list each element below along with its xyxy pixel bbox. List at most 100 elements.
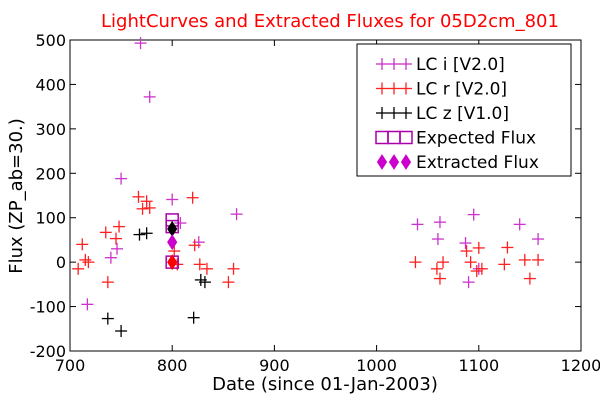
data-point	[101, 276, 114, 289]
data-point	[470, 265, 483, 278]
legend-label: LC r [V2.0]	[416, 80, 507, 100]
legend-marker	[388, 82, 400, 95]
data-point	[411, 218, 424, 231]
y-tick-label: 300	[35, 120, 66, 139]
data-point	[186, 191, 199, 204]
legend-entries: LC i [V2.0] LC r [V2.0] LC z [V1.0] Expecte…	[375, 55, 539, 173]
legend-label: LC i [V2.0]	[416, 55, 505, 75]
data-point	[133, 228, 146, 241]
data-point	[501, 241, 514, 254]
chart-title: LightCurves and Extracted Fluxes for 05D…	[101, 11, 559, 32]
legend-marker	[399, 130, 413, 145]
series-4	[167, 220, 178, 271]
y-axis-label: Flux (ZP_ab=30.)	[6, 118, 27, 274]
y-tick-label: 400	[35, 75, 66, 94]
data-point	[472, 241, 485, 254]
data-point	[532, 233, 545, 246]
data-point	[111, 242, 124, 255]
data-point	[99, 226, 112, 239]
x-tick-label: 700	[55, 356, 86, 375]
legend-entry: Extracted Flux	[376, 153, 539, 173]
data-point	[143, 201, 156, 214]
legend-label: Extracted Flux	[416, 153, 539, 173]
data-point	[518, 253, 531, 266]
data-point	[464, 256, 477, 269]
data-point	[513, 218, 526, 231]
data-point	[430, 262, 443, 275]
legend-marker	[400, 107, 412, 119]
data-marks	[72, 37, 545, 338]
data-point	[81, 298, 94, 311]
data-point	[532, 253, 545, 266]
y-tick-label: -200	[30, 342, 66, 361]
y-tick-label: 0	[56, 253, 66, 272]
data-point	[82, 256, 95, 269]
data-point	[166, 193, 179, 206]
data-point	[113, 220, 126, 233]
data-point	[109, 232, 122, 245]
legend-label: LC z [V1.0]	[416, 104, 509, 124]
y-tick-label: 100	[35, 209, 66, 228]
data-point	[188, 239, 201, 252]
legend-marker	[400, 154, 412, 170]
data-point	[140, 195, 153, 208]
data-point	[168, 245, 181, 258]
legend-marker	[376, 154, 388, 170]
legend-marker	[376, 58, 388, 70]
data-point	[433, 272, 446, 285]
x-tick-label: 1100	[458, 356, 499, 375]
axis-ticks: 700 800 900 1000 1100 1200 -200 -100 0 100 200 300 4…	[30, 31, 600, 375]
data-point	[230, 208, 243, 221]
data-point	[167, 254, 178, 271]
data-point	[101, 312, 114, 325]
data-point	[475, 262, 488, 275]
data-point	[79, 253, 92, 266]
data-point	[222, 276, 235, 289]
data-point	[115, 325, 128, 338]
data-point	[409, 256, 422, 269]
data-point	[498, 258, 511, 271]
legend-marker	[388, 154, 400, 170]
data-point	[467, 208, 480, 221]
data-point	[72, 262, 85, 275]
data-point	[431, 233, 444, 246]
legend-box	[356, 43, 572, 177]
series-2	[101, 227, 211, 338]
data-point	[200, 262, 213, 275]
data-point	[132, 190, 145, 203]
x-tick-label: 1200	[561, 356, 600, 375]
data-point	[104, 251, 117, 264]
legend-marker	[376, 107, 388, 119]
legend-marker	[400, 58, 412, 70]
data-point	[143, 90, 156, 103]
data-point	[76, 238, 89, 251]
x-tick-label: 900	[259, 356, 290, 375]
legend-label: Expected Flux	[416, 129, 536, 149]
data-point	[523, 272, 536, 285]
data-point	[115, 172, 128, 185]
data-point	[459, 237, 472, 250]
data-point	[193, 258, 206, 271]
data-point	[136, 202, 149, 215]
x-tick-label: 800	[157, 356, 188, 375]
y-tick-label: 500	[35, 31, 66, 50]
series-1	[72, 190, 545, 289]
data-point	[187, 311, 200, 324]
legend-entry: LC z [V1.0]	[376, 104, 509, 124]
data-point	[462, 276, 475, 289]
x-tick-label: 1000	[356, 356, 397, 375]
data-point	[460, 245, 473, 258]
y-tick-label: -100	[30, 298, 66, 317]
legend-marker	[400, 82, 412, 95]
data-point	[433, 216, 446, 229]
legend-entry: Expected Flux	[375, 129, 536, 149]
data-point	[134, 37, 147, 50]
legend: LC i [V2.0] LC r [V2.0] LC z [V1.0] Expecte…	[356, 43, 572, 177]
data-point	[167, 234, 178, 251]
x-axis-label: Date (since 01-Jan-2003)	[212, 374, 438, 395]
legend-marker	[388, 107, 400, 119]
data-point	[174, 217, 187, 230]
legend-entry: LC r [V2.0]	[376, 80, 507, 100]
data-point	[198, 276, 211, 289]
